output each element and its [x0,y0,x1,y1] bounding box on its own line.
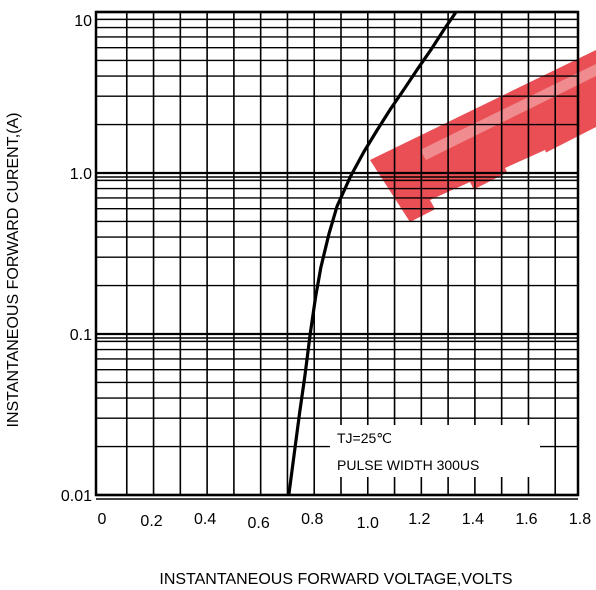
x-tick-label: 0.6 [248,515,270,532]
x-axis-title: INSTANTANEOUS FORWARD VOLTAGE,VOLTS [159,571,512,588]
x-tick-label: 0 [98,511,107,528]
y-tick-label: 1.0 [70,166,92,183]
x-tick-label: 1.6 [515,511,537,528]
annotation-pulse-width: PULSE WIDTH 300US [337,457,479,473]
x-tick-label: 0.8 [301,511,323,528]
y-tick-label: 0.01 [61,488,92,505]
x-tick-label: 0.2 [140,513,162,530]
y-tick-label: 10 [74,13,92,30]
watermark-logo [370,49,596,240]
x-tick-labels: 0 0.2 0.4 0.6 0.8 1.0 1.2 1.4 1.6 1.8 [98,511,592,532]
y-tick-label: 0.1 [70,327,92,344]
x-tick-label: 1.8 [569,511,591,528]
x-tick-label: 1.0 [357,515,379,532]
data-series [287,12,458,495]
forward-current-curve [287,12,458,495]
watermark-cutout [505,150,562,206]
y-tick-labels: 10 1.0 0.1 0.01 [61,13,92,505]
plot-frame [94,10,580,497]
annotation-box: TJ=25℃ PULSE WIDTH 300US [330,425,540,477]
x-tick-label: 0.4 [194,511,216,528]
y-axis-title: INSTANTANEOUS FORWARD CURENT,(A) [5,113,22,428]
x-tick-label: 1.4 [462,511,484,528]
annotation-temperature: TJ=25℃ [337,430,392,446]
chart-grid [94,10,580,500]
watermark-band [370,49,596,222]
annotation-background [330,425,540,477]
watermark-stripe [420,63,596,160]
x-tick-label: 1.2 [408,511,430,528]
